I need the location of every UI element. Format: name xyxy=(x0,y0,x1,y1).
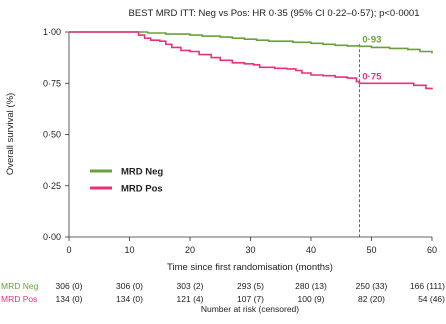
risk-cell-mrd-pos: 121 (4) xyxy=(177,294,204,304)
risk-cell-mrd-pos: 134 (0) xyxy=(56,294,83,304)
risk-cell-mrd-neg: 250 (33) xyxy=(356,281,388,291)
risk-cell-mrd-pos: 107 (7) xyxy=(237,294,264,304)
y-tick-label: 0·75 xyxy=(43,78,61,88)
annotation-mrd-pos: 0·75 xyxy=(362,71,382,82)
risk-cell-mrd-pos: 54 (46) xyxy=(418,294,445,304)
series-line-mrd-neg xyxy=(69,31,433,54)
x-tick-label: 20 xyxy=(185,245,195,255)
risk-table: MRD Neg 306 (0) 306 (0) 303 (2) 293 (5) 280 (… xyxy=(1,281,445,304)
legend: MRD Neg MRD Pos xyxy=(90,167,163,195)
x-ticks: 0 10 20 30 40 50 60 xyxy=(66,237,437,255)
risk-cell-mrd-pos: 82 (20) xyxy=(358,294,385,304)
risk-row-label-mrd-pos: MRD Pos xyxy=(1,294,37,304)
risk-cell-mrd-neg: 303 (2) xyxy=(177,281,204,291)
risk-cell-mrd-pos: 134 (0) xyxy=(116,294,143,304)
annotations: 0·93 0·75 xyxy=(362,34,382,82)
x-axis-label: Time since first randomisation (months) xyxy=(167,262,333,273)
risk-cell-mrd-neg: 166 (111) xyxy=(410,281,445,291)
y-ticks: 0·00 0·25 0·50 0·75 1·00 xyxy=(43,27,69,242)
x-tick-label: 60 xyxy=(427,245,437,255)
legend-label-mrd-pos: MRD Pos xyxy=(121,184,163,195)
y-axis-label: Overall survival (%) xyxy=(5,93,16,175)
chart-title: BEST MRD ITT: Neg vs Pos: HR 0·35 (95% C… xyxy=(128,8,419,19)
y-tick-label: 0·50 xyxy=(43,130,61,140)
x-tick-label: 30 xyxy=(245,245,255,255)
risk-cell-mrd-neg: 306 (0) xyxy=(116,281,143,291)
series-group xyxy=(69,31,433,90)
axes xyxy=(68,32,432,238)
risk-table-label: Number at risk (censored) xyxy=(201,304,299,314)
risk-cell-mrd-neg: 293 (5) xyxy=(237,281,264,291)
x-tick-label: 50 xyxy=(366,245,376,255)
x-tick-label: 40 xyxy=(306,245,316,255)
y-tick-label: 0·00 xyxy=(43,232,61,242)
y-tick-label: 1·00 xyxy=(43,27,61,37)
risk-cell-mrd-neg: 306 (0) xyxy=(56,281,83,291)
risk-cell-mrd-pos: 100 (9) xyxy=(298,294,325,304)
legend-label-mrd-neg: MRD Neg xyxy=(121,167,163,178)
risk-row-label-mrd-neg: MRD Neg xyxy=(1,281,39,291)
y-tick-label: 0·25 xyxy=(43,181,61,191)
x-tick-label: 10 xyxy=(124,245,134,255)
risk-cell-mrd-neg: 280 (13) xyxy=(295,281,327,291)
x-tick-label: 0 xyxy=(66,245,71,255)
annotation-mrd-neg: 0·93 xyxy=(362,34,381,45)
series-line-mrd-pos xyxy=(69,31,433,90)
